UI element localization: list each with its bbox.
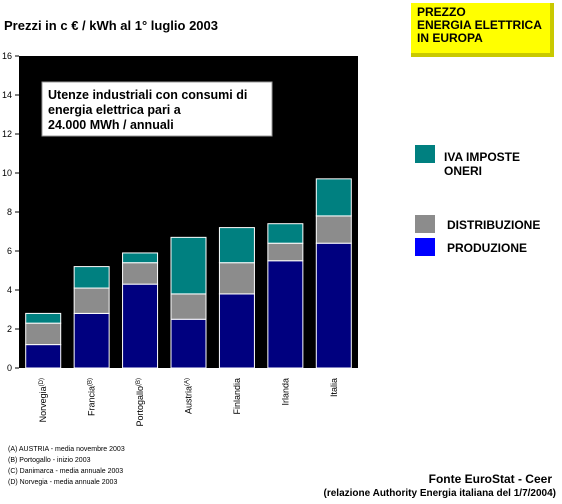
y-tick-label: 12 — [2, 129, 12, 139]
footnote: (D) Norvegia - media annuale 2003 — [8, 479, 118, 486]
header-badge: PREZZO ENERGIA ELETTRICA IN EUROPA — [411, 3, 554, 57]
annotation-line: Utenze industriali con consumi di — [48, 88, 247, 102]
footnote: (A) AUSTRIA - media novembre 2003 — [8, 446, 125, 453]
x-tick-footnote-mark: (D) — [39, 378, 45, 386]
footnote: (B) Portogallo - inizio 2003 — [8, 457, 91, 464]
bar-segment — [315, 178, 352, 217]
y-tick-label: 4 — [7, 285, 12, 295]
bar-segment — [73, 266, 110, 289]
legend-label: PRODUZIONE — [447, 241, 527, 255]
footnotes: (A) AUSTRIA - media novembre 2003 (B) Po… — [8, 444, 125, 488]
x-tick-footnote-mark: (A) — [185, 378, 191, 386]
x-tick-label: Austria(A) — [184, 378, 194, 414]
badge-line: IN EUROPA — [417, 31, 483, 45]
x-tick-footnote-mark: (B) — [88, 378, 94, 386]
y-tick-label: 6 — [7, 246, 12, 256]
source-label: Fonte EuroStat - Ceer — [428, 472, 552, 486]
legend-label: ONERI — [444, 164, 482, 178]
source-detail: (relazione Authority Energia italiana de… — [323, 488, 556, 499]
bar-segment — [315, 215, 352, 244]
bar-segment — [267, 260, 304, 369]
x-tick-label: Norvegia(D) — [38, 378, 48, 422]
bar-segment — [218, 227, 255, 264]
bar-segment — [315, 242, 352, 369]
bar-segment — [25, 312, 62, 324]
x-tick-footnote-mark: (B) — [136, 378, 142, 386]
bar-segment — [170, 318, 207, 369]
bar-segment — [73, 287, 110, 314]
annotation-line: 24.000 MWh / annuali — [48, 118, 174, 132]
annotation-line: energia elettrica pari a — [48, 103, 182, 117]
bar-segment — [218, 262, 255, 295]
x-tick-label: Portogallo(B) — [135, 378, 145, 427]
x-tick-label: Italia — [329, 378, 339, 397]
bar-segment — [122, 252, 159, 264]
y-tick-label: 16 — [2, 51, 12, 61]
bar-segment — [267, 242, 304, 262]
badge-line: PREZZO — [417, 5, 466, 19]
y-tick-label: 2 — [7, 324, 12, 334]
y-tick-label: 14 — [2, 90, 12, 100]
x-tick-label: Francia(B) — [87, 378, 97, 416]
annotation-box: Utenze industriali con consumi di energi… — [41, 81, 273, 137]
y-tick-label: 8 — [7, 207, 12, 217]
bar-segment — [267, 223, 304, 244]
y-tick-label: 0 — [7, 363, 12, 373]
legend-label: IVA IMPOSTE — [444, 150, 520, 164]
bar-segment — [170, 236, 207, 295]
x-tick-label: Irlanda — [280, 378, 290, 406]
bar-segment — [25, 322, 62, 346]
x-tick-label: Finlandia — [232, 378, 242, 415]
legend-swatch — [415, 215, 435, 233]
legend-label: DISTRIBUZIONE — [447, 218, 540, 232]
page-title: Prezzi in c € / kWh al 1° luglio 2003 — [4, 18, 218, 33]
badge-line: ENERGIA ELETTRICA — [417, 18, 542, 32]
bar-segment — [73, 312, 110, 369]
bar-segment — [170, 293, 207, 320]
bar-segment — [218, 293, 255, 369]
legend-swatch — [415, 145, 435, 163]
bars-group — [25, 178, 352, 369]
legend-swatch — [415, 238, 435, 256]
x-axis-labels: Norvegia(D) Francia(B) Portogallo(B) Austri… — [38, 378, 339, 427]
bar-segment — [25, 344, 62, 369]
bar-segment — [122, 262, 159, 285]
y-tick-label: 10 — [2, 168, 12, 178]
footnote: (C) Danimarca - media annuale 2003 — [8, 468, 124, 475]
bar-segment — [122, 283, 159, 369]
y-axis: 0 2 4 6 8 10 12 14 16 — [2, 51, 19, 373]
